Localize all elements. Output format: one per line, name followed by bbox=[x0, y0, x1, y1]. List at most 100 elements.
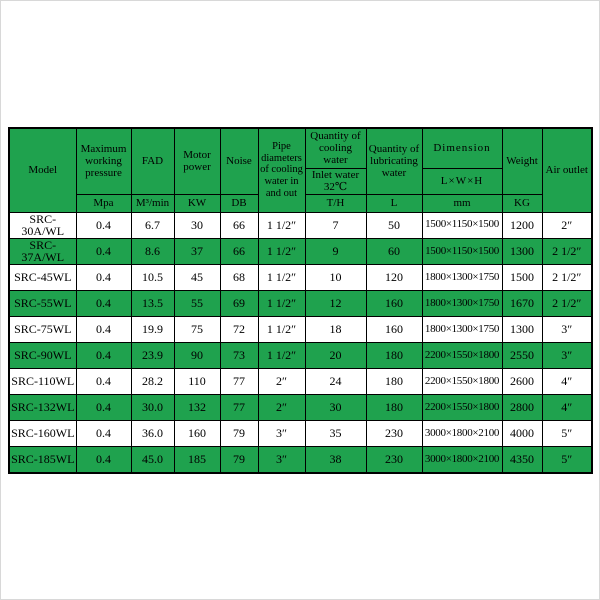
cell-dimension: 1800×1300×1750 bbox=[421, 315, 503, 343]
cell-cooling: 20 bbox=[304, 341, 367, 369]
cell-lubricating: 160 bbox=[365, 289, 423, 317]
cell-noise: 73 bbox=[219, 341, 259, 369]
cell-air-outlet: 3″ bbox=[541, 315, 593, 343]
cell-power: 185 bbox=[173, 445, 221, 474]
cell-cooling: 38 bbox=[304, 445, 367, 474]
cell-weight: 1300 bbox=[501, 237, 543, 265]
cell-noise: 79 bbox=[219, 419, 259, 447]
cell-cooling: 12 bbox=[304, 289, 367, 317]
cell-cooling: 24 bbox=[304, 367, 367, 395]
cell-model: SRC-185WL bbox=[8, 445, 77, 474]
header-inlet-water: Inlet water 32℃ bbox=[304, 167, 367, 195]
cell-air-outlet: 2″ bbox=[541, 211, 593, 239]
cell-model: SRC-30A/WL bbox=[8, 211, 77, 239]
cell-pressure: 0.4 bbox=[75, 211, 132, 239]
cell-power: 37 bbox=[173, 237, 221, 265]
cell-lubricating: 180 bbox=[365, 341, 423, 369]
table-row: SRC-55WL 0.4 13.5 55 69 1 1/2″ 12 160 1800×1300×… bbox=[8, 289, 593, 317]
cell-noise: 69 bbox=[219, 289, 259, 317]
header-dimension: Dimension bbox=[421, 127, 503, 169]
cell-pipe: 1 1/2″ bbox=[257, 315, 306, 343]
cell-noise: 68 bbox=[219, 263, 259, 291]
cell-model: SRC-45WL bbox=[8, 263, 77, 291]
header-lubricating-quantity: Quantity of lubricating water bbox=[365, 127, 423, 195]
table-row: SRC-75WL 0.4 19.9 75 72 1 1/2″ 18 160 1800×1300×… bbox=[8, 315, 593, 343]
cell-air-outlet: 2 1/2″ bbox=[541, 263, 593, 291]
cell-power: 45 bbox=[173, 263, 221, 291]
cell-dimension: 2200×1550×1800 bbox=[421, 341, 503, 369]
cell-dimension: 3000×1800×2100 bbox=[421, 445, 503, 474]
cell-cooling: 18 bbox=[304, 315, 367, 343]
cell-fad: 10.5 bbox=[130, 263, 175, 291]
cell-pressure: 0.4 bbox=[75, 315, 132, 343]
cell-air-outlet: 4″ bbox=[541, 367, 593, 395]
cell-pressure: 0.4 bbox=[75, 237, 132, 265]
cell-dimension: 2200×1550×1800 bbox=[421, 393, 503, 421]
table-row: SRC-185WL 0.4 45.0 185 79 3″ 38 230 3000×1800×21… bbox=[8, 445, 593, 474]
cell-model: SRC-110WL bbox=[8, 367, 77, 395]
cell-power: 75 bbox=[173, 315, 221, 343]
cell-pressure: 0.4 bbox=[75, 445, 132, 474]
cell-noise: 72 bbox=[219, 315, 259, 343]
cell-pipe: 1 1/2″ bbox=[257, 341, 306, 369]
cell-air-outlet: 2 1/2″ bbox=[541, 237, 593, 265]
table-row: SRC-132WL 0.4 30.0 132 77 2″ 30 180 2200×1550×18… bbox=[8, 393, 593, 421]
header-pipe-diameters: Pipe diameters of cooling water in and o… bbox=[257, 127, 306, 213]
cell-pressure: 0.4 bbox=[75, 341, 132, 369]
cell-model: SRC-55WL bbox=[8, 289, 77, 317]
table-header: Model Maximum working pressure FAD Motor… bbox=[8, 127, 593, 213]
header-max-pressure: Maximum working pressure bbox=[75, 127, 132, 195]
cell-pipe: 2″ bbox=[257, 393, 306, 421]
cell-lubricating: 230 bbox=[365, 419, 423, 447]
cell-power: 160 bbox=[173, 419, 221, 447]
header-noise: Noise bbox=[219, 127, 259, 195]
cell-fad: 19.9 bbox=[130, 315, 175, 343]
header-row-main: Model Maximum working pressure FAD Motor… bbox=[8, 127, 593, 213]
table-row: SRC-110WL 0.4 28.2 110 77 2″ 24 180 2200×1550×18… bbox=[8, 367, 593, 395]
cell-cooling: 35 bbox=[304, 419, 367, 447]
cell-air-outlet: 2 1/2″ bbox=[541, 289, 593, 317]
cell-air-outlet: 5″ bbox=[541, 445, 593, 474]
cell-weight: 2800 bbox=[501, 393, 543, 421]
cell-noise: 77 bbox=[219, 367, 259, 395]
cell-lubricating: 50 bbox=[365, 211, 423, 239]
table-row: SRC-160WL 0.4 36.0 160 79 3″ 35 230 3000×1800×21… bbox=[8, 419, 593, 447]
header-fad: FAD bbox=[130, 127, 175, 195]
cell-air-outlet: 5″ bbox=[541, 419, 593, 447]
cell-weight: 4350 bbox=[501, 445, 543, 474]
cell-dimension: 2200×1550×1800 bbox=[421, 367, 503, 395]
cell-lubricating: 180 bbox=[365, 393, 423, 421]
cell-power: 110 bbox=[173, 367, 221, 395]
cell-model: SRC-132WL bbox=[8, 393, 77, 421]
cell-weight: 1670 bbox=[501, 289, 543, 317]
unit-noise: DB bbox=[219, 193, 259, 213]
unit-fad: M³/min bbox=[130, 193, 175, 213]
cell-weight: 1300 bbox=[501, 315, 543, 343]
table-row: SRC-90WL 0.4 23.9 90 73 1 1/2″ 20 180 2200×1550×… bbox=[8, 341, 593, 369]
spec-table: Model Maximum working pressure FAD Motor… bbox=[8, 127, 593, 474]
cell-fad: 13.5 bbox=[130, 289, 175, 317]
cell-lubricating: 160 bbox=[365, 315, 423, 343]
table-row: SRC-37A/WL 0.4 8.6 37 66 1 1/2″ 9 60 1500×1150×1… bbox=[8, 237, 593, 265]
unit-weight: KG bbox=[501, 193, 543, 213]
cell-fad: 36.0 bbox=[130, 419, 175, 447]
cell-pressure: 0.4 bbox=[75, 263, 132, 291]
table-body: SRC-30A/WL 0.4 6.7 30 66 1 1/2″ 7 50 1500×1150×1… bbox=[8, 211, 593, 474]
cell-fad: 28.2 bbox=[130, 367, 175, 395]
header-row-sub: Inlet water 32℃ L×W×H bbox=[9, 167, 592, 195]
header-air-outlet: Air outlet bbox=[541, 127, 593, 213]
cell-model: SRC-75WL bbox=[8, 315, 77, 343]
cell-pressure: 0.4 bbox=[75, 289, 132, 317]
unit-pressure: Mpa bbox=[75, 193, 132, 213]
cell-model: SRC-37A/WL bbox=[8, 237, 77, 265]
cell-pipe: 1 1/2″ bbox=[257, 289, 306, 317]
header-cooling-quantity: Quantity of cooling water bbox=[304, 127, 367, 169]
cell-dimension: 3000×1800×2100 bbox=[421, 419, 503, 447]
cell-air-outlet: 3″ bbox=[541, 341, 593, 369]
cell-fad: 8.6 bbox=[130, 237, 175, 265]
cell-weight: 1500 bbox=[501, 263, 543, 291]
cell-noise: 79 bbox=[219, 445, 259, 474]
cell-noise: 77 bbox=[219, 393, 259, 421]
cell-fad: 30.0 bbox=[130, 393, 175, 421]
